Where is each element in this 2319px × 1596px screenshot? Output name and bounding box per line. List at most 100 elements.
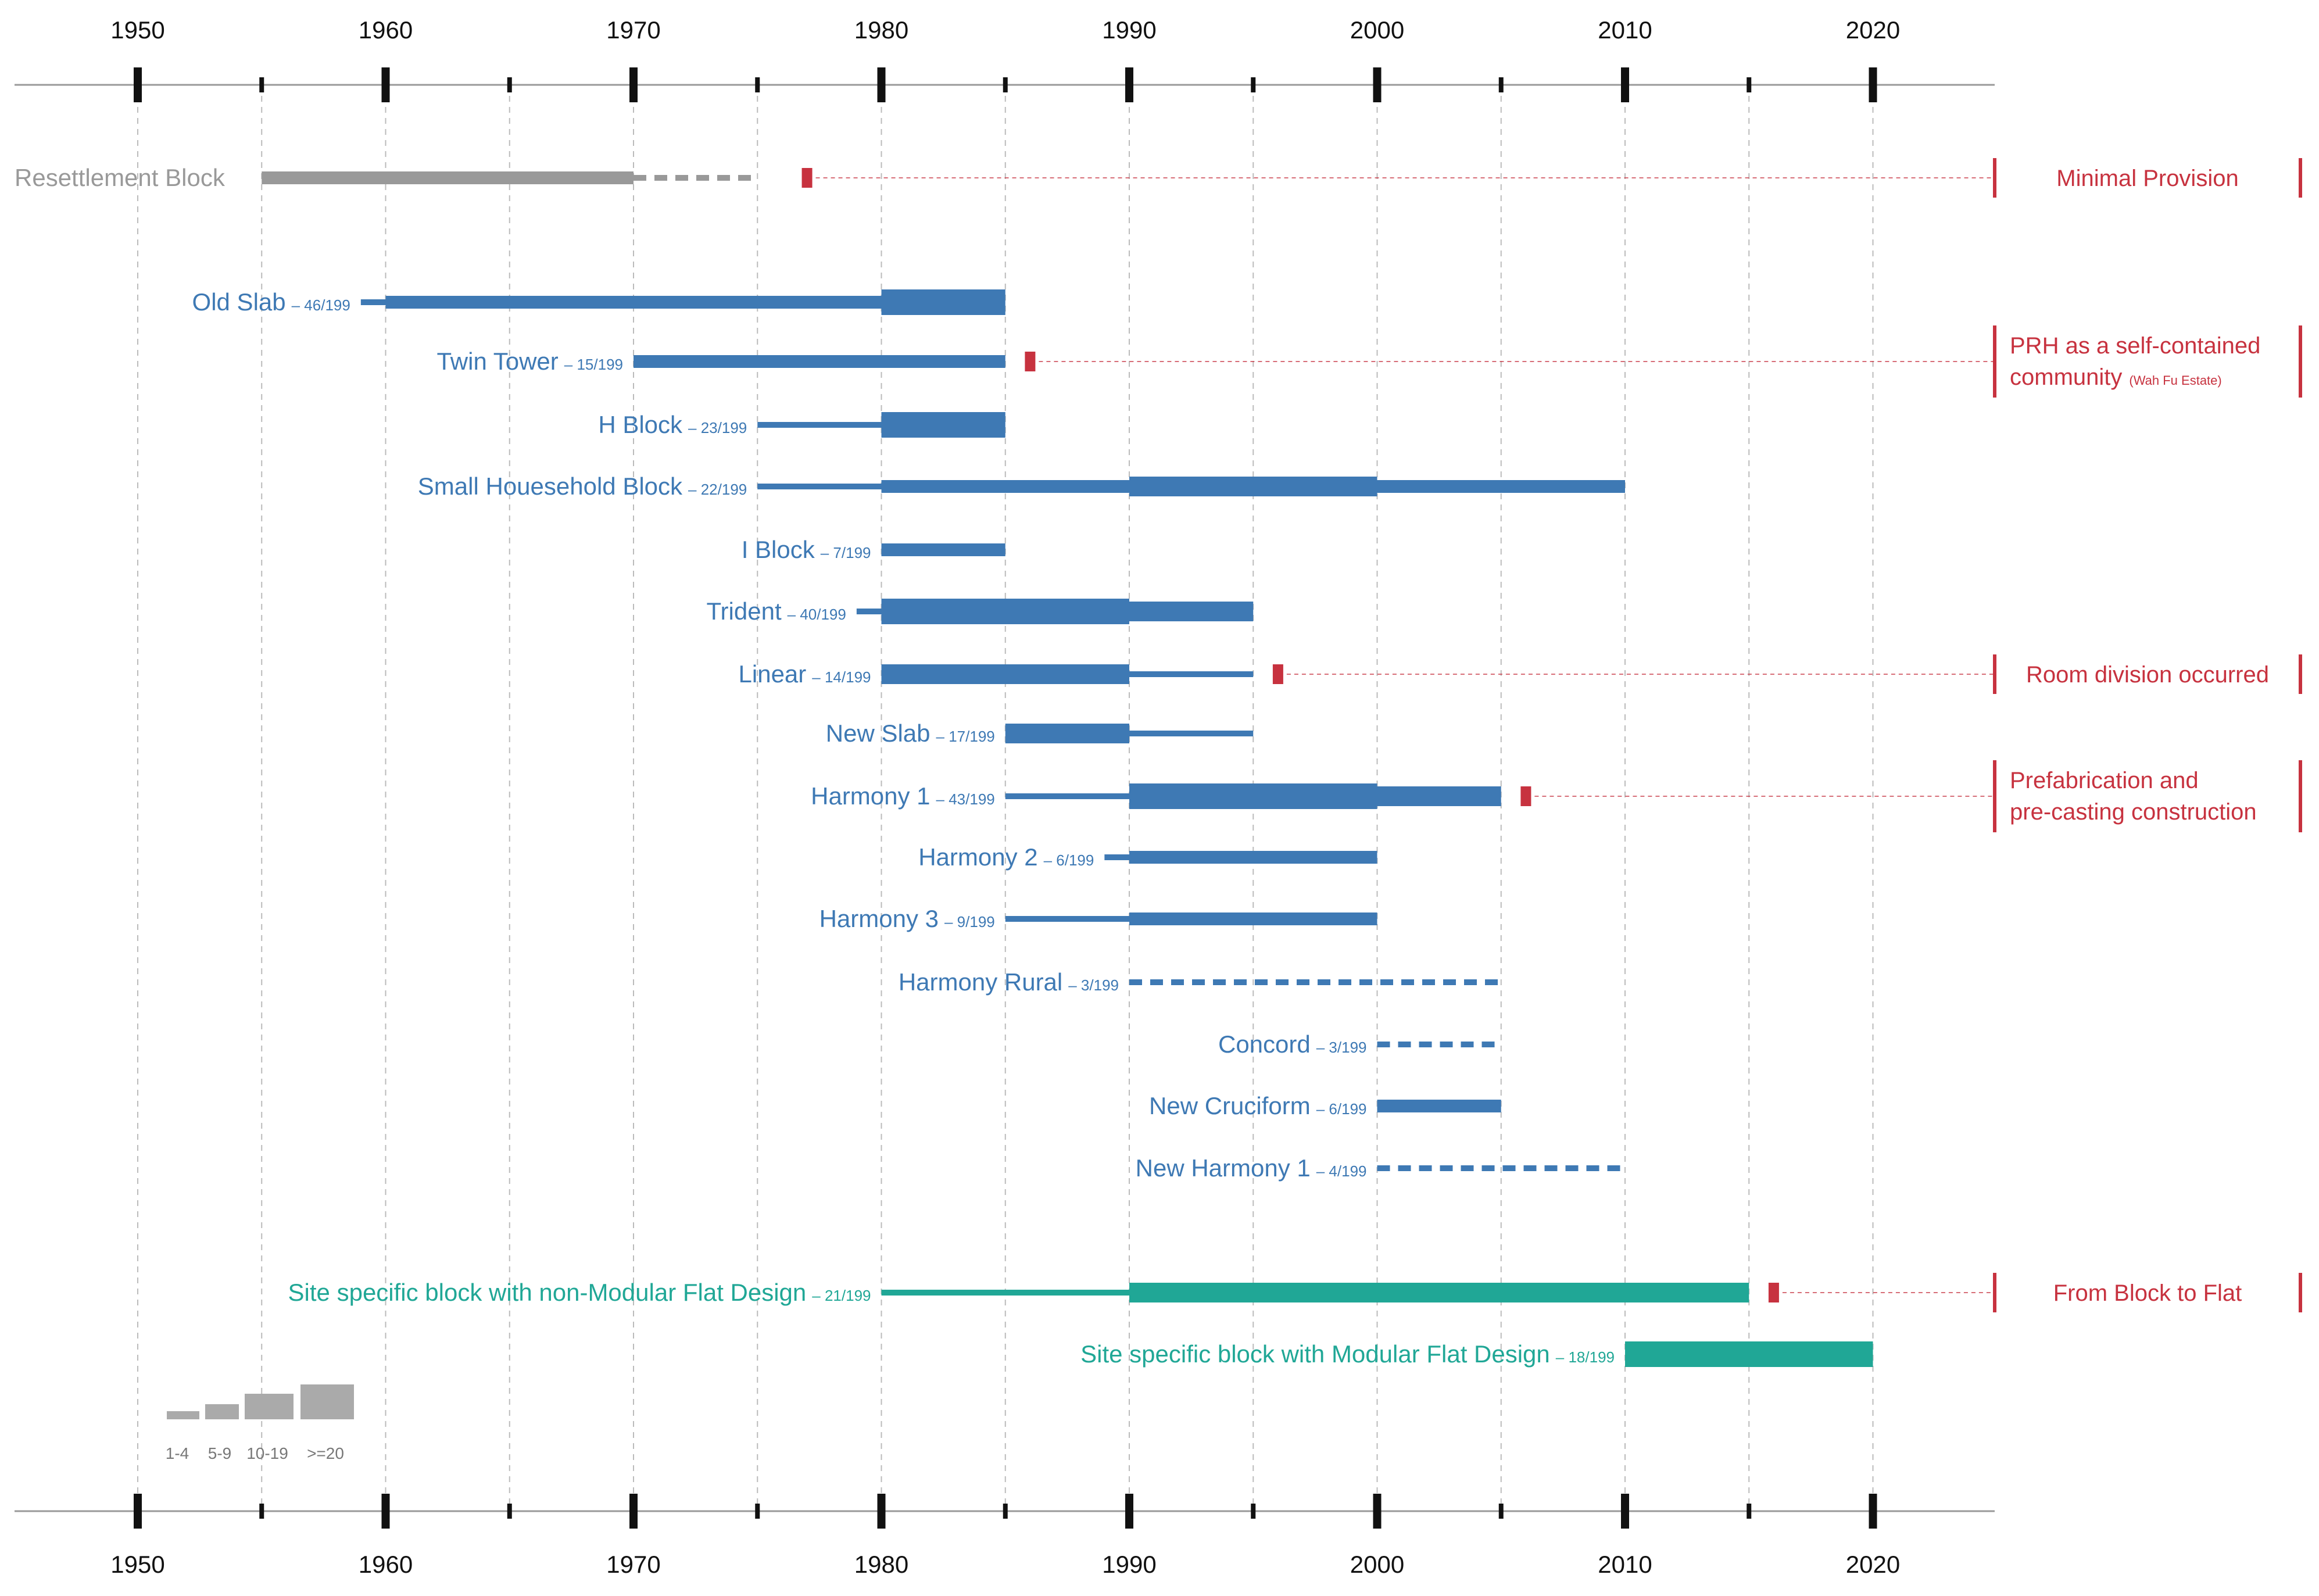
annotation-bracket-left [1993,325,1996,398]
timeline-row: Harmony Rural – 3/199 [899,968,1501,996]
bottom-tick-label: 1970 [606,1551,660,1578]
bar-segment [1005,724,1129,743]
bottom-major-tick-2000 [1373,1494,1382,1529]
legend-swatch [205,1404,239,1419]
row-label-count: – 9/199 [944,913,995,931]
row-label-name: Trident [706,597,781,625]
annotation-bracket-right [2299,158,2302,198]
row-label: Trident – 40/199 [706,597,846,625]
row-label: New Harmony 1 – 4/199 [1136,1154,1367,1182]
timeline-row: Small Houesehold Block – 22/199 [418,473,1625,500]
row-label-name: Small Houesehold Block [418,473,683,500]
row-label: Linear – 14/199 [739,660,871,688]
row-label-count: – 46/199 [292,296,350,314]
row-label-name: Concord [1218,1030,1311,1058]
bar-segment [881,664,1129,684]
row-label: Harmony Rural – 3/199 [899,968,1119,996]
annotation-text: pre-casting construction [2010,799,2257,825]
timeline-row: H Block – 23/199 [598,411,1005,438]
timeline-row: Site specific block with non-Modular Fla… [288,1279,1995,1306]
top-major-tick-1970 [629,67,638,102]
top-minor-tick-2015 [1747,77,1752,92]
row-label-count: – 3/199 [1316,1039,1367,1056]
annotation-bracket-left [1993,1273,1996,1312]
annotation-bracket-left [1993,158,1996,198]
row-label-count: – 23/199 [688,419,747,436]
top-tick-label: 1970 [606,16,660,44]
timeline-row: Site specific block with Modular Flat De… [1080,1340,1873,1368]
bottom-major-tick-1980 [877,1494,886,1529]
top-minor-tick-1955 [259,77,264,92]
row-label-count: – 17/199 [936,728,995,745]
row-label-name: Site specific block with Modular Flat De… [1080,1340,1550,1368]
top-tick-label: 1960 [359,16,413,44]
row-label-count: – 14/199 [812,668,871,686]
bar-segment [1377,1100,1501,1112]
timeline-row: Resettlement Block [15,164,1995,191]
annotation: Room division occurred [1993,654,2302,694]
bottom-major-tick-1990 [1125,1494,1133,1529]
row-label: Twin Tower – 15/199 [436,348,623,375]
bottom-minor-tick-1965 [507,1504,512,1519]
top-minor-tick-2005 [1498,77,1504,92]
timeline-row: Harmony 3 – 9/199 [819,905,1377,932]
bar-segment [1129,1283,1749,1302]
annotation: Minimal Provision [1993,158,2302,198]
annotation-bracket-left [1993,654,1996,694]
bar-segment [262,171,634,184]
bottom-major-tick-1950 [134,1494,142,1529]
top-tick-label: 1950 [110,16,164,44]
legend-swatch [300,1384,354,1419]
row-label-count: – 6/199 [1044,851,1094,869]
row-label: Old Slab – 46/199 [192,288,350,316]
top-tick-label: 2000 [1350,16,1404,44]
legend-label: 10-19 [246,1444,288,1462]
event-marker [1272,664,1283,684]
row-label-name: Harmony 3 [819,905,939,932]
annotation-line: From Block to Flat [2053,1280,2242,1306]
bar-segment [1005,793,1129,799]
row-label-name: Twin Tower [436,348,558,375]
annotation: Prefabrication and pre-casting constructi… [1993,760,2302,832]
timeline-row: Concord – 3/199 [1218,1030,1501,1058]
annotation-text: Prefabrication and [2010,768,2199,793]
row-label-count: – 21/199 [812,1287,871,1304]
event-marker [1768,1283,1779,1302]
legend-swatch [245,1394,294,1419]
row-label-count: – 7/199 [821,544,871,561]
row-label-name: New Slab [826,720,931,747]
row-label-name: Site specific block with non-Modular Fla… [288,1279,807,1306]
top-major-tick-1980 [877,67,886,102]
row-label-count: – 3/199 [1068,976,1119,994]
bottom-minor-tick-1955 [259,1504,264,1519]
bar-segment [1129,783,1377,809]
legend-label: 5-9 [208,1444,231,1462]
timeline-row: I Block – 7/199 [742,536,1005,563]
annotation-bracket-right [2299,760,2302,832]
row-label-count: – 18/199 [1556,1348,1615,1366]
annotation-text: Room division occurred [2026,662,2269,688]
event-marker [801,168,813,188]
bar-segment [634,296,882,309]
row-label-name: Resettlement Block [15,164,226,191]
top-minor-tick-1995 [1251,77,1256,92]
bar-segment [1377,480,1625,493]
annotation: From Block to Flat [1993,1273,2302,1312]
timeline-row: Linear – 14/199 [739,660,1995,688]
top-minor-tick-1985 [1003,77,1008,92]
timeline-row: Harmony 2 – 6/199 [918,843,1377,871]
top-minor-tick-1975 [755,77,760,92]
bottom-minor-tick-1995 [1251,1504,1256,1519]
annotation-bracket-right [2299,1273,2302,1312]
bottom-major-tick-2010 [1621,1494,1629,1529]
row-label-count: – 22/199 [688,481,747,498]
bottom-tick-label: 2000 [1350,1551,1404,1578]
annotation-line: Prefabrication and [2010,768,2199,793]
top-tick-label: 2010 [1598,16,1652,44]
bar-segment [881,289,1005,315]
timeline-row: Old Slab – 46/199 [192,288,1005,316]
row-label: Site specific block with non-Modular Fla… [288,1279,871,1306]
event-marker [1025,352,1036,371]
legend: 1-4 5-9 10-19 >=20 [166,1384,354,1462]
